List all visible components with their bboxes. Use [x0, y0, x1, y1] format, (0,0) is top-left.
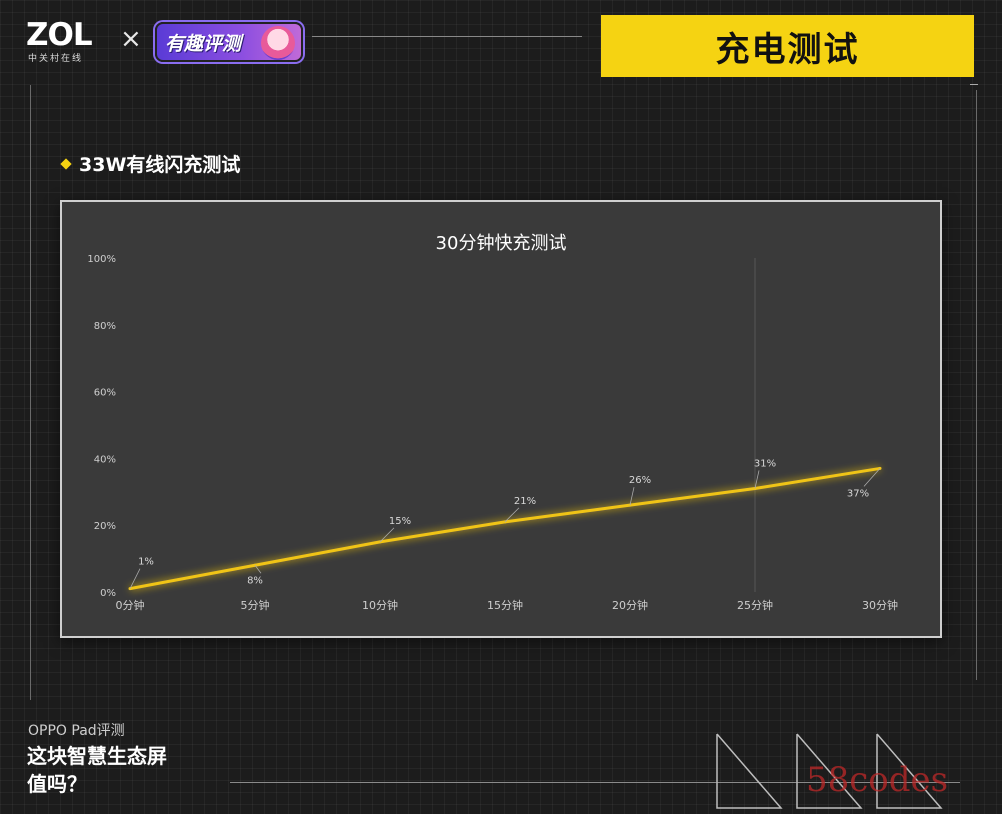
watermark: 58codes [806, 760, 949, 800]
data-label-leader [254, 565, 262, 574]
frame-corner-tick [970, 84, 978, 85]
x-tick-label: 15分钟 [487, 598, 523, 612]
series-line [129, 466, 881, 591]
footer-headline: 这块智慧生态屏 值吗？ [27, 742, 167, 798]
data-label: 37% [847, 488, 869, 499]
zol-logo-subtitle: 中关村在线 [28, 54, 84, 64]
y-tick-label: 40% [94, 454, 116, 465]
data-label: 8% [247, 575, 263, 586]
data-label-leader [129, 568, 141, 589]
y-tick-label: 100% [87, 254, 116, 265]
cross-icon: × [120, 24, 142, 54]
footer-divider [230, 782, 960, 783]
footer-headline-line1: 这块智慧生态屏 [27, 744, 167, 768]
footer-headline-line2: 值吗？ [27, 772, 87, 796]
data-label-leader [504, 507, 520, 523]
data-label-leader [379, 527, 395, 543]
chart-panel [60, 200, 942, 638]
data-label: 26% [629, 475, 651, 486]
x-tick-label: 0分钟 [116, 598, 145, 612]
zol-logo: ZOL [26, 17, 93, 53]
y-tick-label: 80% [94, 321, 116, 332]
section-heading-text: 33W有线闪充测试 [79, 154, 241, 176]
data-label-leader [629, 487, 635, 506]
x-tick-label: 5分钟 [241, 598, 270, 612]
data-label: 15% [389, 516, 411, 527]
chevron-1-icon [716, 733, 783, 809]
chart-title: 30分钟快充测试 [435, 233, 567, 254]
y-tick-label: 60% [94, 388, 116, 399]
frame-left-line [30, 85, 31, 700]
column-badge: 有趣评测 [155, 22, 303, 62]
header-divider [312, 36, 582, 37]
frame-right-line [976, 90, 977, 680]
data-label: 21% [514, 496, 536, 507]
y-tick-label: 0% [100, 588, 116, 599]
chevron-3-icon [876, 733, 943, 809]
chevron-decor [716, 733, 943, 809]
x-tick-label: 25分钟 [737, 598, 773, 612]
section-heading: 33W有线闪充测试 [60, 150, 241, 177]
data-label: 31% [754, 458, 776, 469]
x-tick-label: 30分钟 [862, 598, 898, 612]
y-tick-label: 20% [94, 521, 116, 532]
data-label: 1% [138, 557, 154, 568]
chevron-2-icon [796, 733, 863, 809]
page-title: 充电测试 [601, 15, 974, 77]
mascot-icon [261, 26, 295, 60]
data-label-leader [863, 468, 881, 487]
footer-caption: OPPO Pad评测 [28, 723, 125, 739]
column-badge-text: 有趣评测 [165, 32, 242, 55]
x-tick-label: 10分钟 [362, 598, 398, 612]
x-tick-label: 20分钟 [612, 598, 648, 612]
data-label-leader [754, 470, 760, 489]
